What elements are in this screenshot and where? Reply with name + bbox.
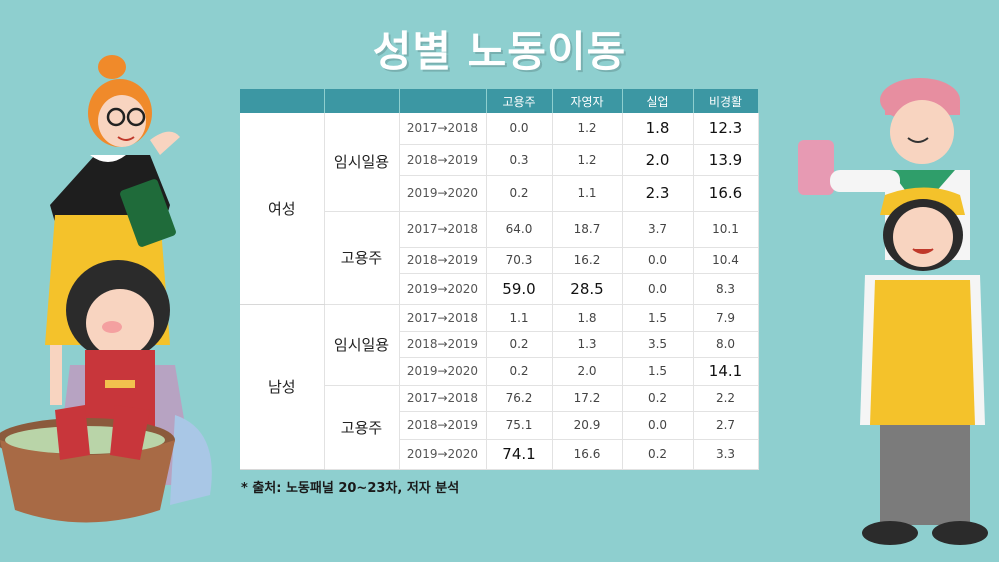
cell-value: 74.1: [486, 439, 553, 470]
table-row: 2018→2019 75.1 20.9 0.0 2.7: [240, 411, 759, 440]
cell-value: 18.7: [552, 211, 623, 248]
header-unemployed: 실업: [622, 89, 694, 113]
cell-value: 13.9: [693, 144, 759, 176]
cell-period: 2017→2018: [399, 211, 487, 248]
cell-value: 64.0: [486, 211, 553, 248]
cell-value: 2.7: [693, 411, 759, 440]
cell-period: 2019→2020: [399, 439, 487, 470]
cell-value: 0.2: [622, 439, 694, 470]
cell-value: 20.9: [552, 411, 623, 440]
cell-period: 2018→2019: [399, 247, 487, 274]
table-row: 2018→2019 70.3 16.2 0.0 10.4: [240, 247, 759, 274]
cell-value: 3.3: [693, 439, 759, 470]
cell-period: 2019→2020: [399, 175, 487, 212]
group-male: 남성: [240, 304, 325, 470]
cell-value: 0.0: [622, 273, 694, 305]
cell-value: 59.0: [486, 273, 553, 305]
header-period: [399, 89, 487, 113]
cell-value: 8.0: [693, 331, 759, 358]
cell-value: 0.2: [622, 385, 694, 412]
cell-value: 17.2: [552, 385, 623, 412]
cell-value: 1.1: [552, 175, 623, 212]
cell-period: 2019→2020: [399, 273, 487, 305]
cell-value: 12.3: [693, 113, 759, 145]
table-row: 고용주 2017→2018 64.0 18.7 3.7 10.1: [240, 211, 759, 305]
header-inactive: 비경활: [693, 89, 759, 113]
table-row: 2018→2019 0.3 1.2 2.0 13.9: [240, 144, 759, 176]
cell-value: 10.4: [693, 247, 759, 274]
cell-value: 1.3: [552, 331, 623, 358]
cell-value: 3.5: [622, 331, 694, 358]
cell-value: 75.1: [486, 411, 553, 440]
cell-period: 2018→2019: [399, 331, 487, 358]
table-row: 2019→2020 59.0 28.5 0.0 8.3: [240, 273, 759, 305]
table-row: 남성 임시일용 2017→2018 1.1 1.8 1.5 7.9: [240, 304, 759, 470]
labor-mobility-table: 고용주 자영자 실업 비경활 여성 임시일용 2017→2018 0.0 1.2…: [240, 89, 759, 470]
cell-period: 2017→2018: [399, 385, 487, 412]
cell-value: 1.2: [552, 144, 623, 176]
cell-value: 28.5: [552, 273, 623, 305]
cell-value: 16.6: [552, 439, 623, 470]
cell-period: 2019→2020: [399, 357, 487, 386]
cell-value: 7.9: [693, 304, 759, 332]
cell-value: 1.8: [622, 113, 694, 145]
cell-value: 0.0: [622, 411, 694, 440]
cell-period: 2018→2019: [399, 411, 487, 440]
group-employer: 고용주: [324, 211, 400, 305]
table-header-row: 고용주 자영자 실업 비경활: [240, 89, 759, 113]
cell-value: 14.1: [693, 357, 759, 386]
cell-value: 0.0: [622, 247, 694, 274]
cell-value: 70.3: [486, 247, 553, 274]
table-row: 2019→2020 0.2 1.1 2.3 16.6: [240, 175, 759, 212]
cell-value: 0.2: [486, 175, 553, 212]
group-female: 여성: [240, 113, 325, 305]
cell-period: 2018→2019: [399, 144, 487, 176]
cell-value: 76.2: [486, 385, 553, 412]
table-row: 2019→2020 0.2 2.0 1.5 14.1: [240, 357, 759, 386]
header-employer: 고용주: [486, 89, 553, 113]
source-note: * 출처: 노동패널 20~23차, 저자 분석: [241, 481, 460, 496]
cell-value: 10.1: [693, 211, 759, 248]
cell-value: 2.0: [552, 357, 623, 386]
group-temp: 임시일용: [324, 304, 400, 386]
header-status: [324, 89, 400, 113]
group-employer: 고용주: [324, 385, 400, 470]
cell-value: 1.5: [622, 304, 694, 332]
cell-value: 16.6: [693, 175, 759, 212]
group-temp: 임시일용: [324, 113, 400, 212]
cell-value: 1.8: [552, 304, 623, 332]
cell-value: 1.2: [552, 113, 623, 145]
cell-value: 0.2: [486, 357, 553, 386]
cell-value: 16.2: [552, 247, 623, 274]
cell-period: 2017→2018: [399, 113, 487, 145]
table-row: 고용주 2017→2018 76.2 17.2 0.2 2.2: [240, 385, 759, 470]
cell-value: 2.0: [622, 144, 694, 176]
woman-in-apron-illustration: [860, 187, 988, 545]
cell-value: 1.1: [486, 304, 553, 332]
cell-value: 8.3: [693, 273, 759, 305]
table-row: 2018→2019 0.2 1.3 3.5 8.0: [240, 331, 759, 358]
header-sex: [240, 89, 325, 113]
cell-value: 0.2: [486, 331, 553, 358]
cell-value: 3.7: [622, 211, 694, 248]
table-row: 여성 임시일용 2017→2018 0.0 1.2 1.8 12.3: [240, 113, 759, 305]
labor-mobility-table-wrap: 고용주 자영자 실업 비경활 여성 임시일용 2017→2018 0.0 1.2…: [240, 89, 759, 470]
cell-period: 2017→2018: [399, 304, 487, 332]
cell-value: 0.0: [486, 113, 553, 145]
cell-value: 0.3: [486, 144, 553, 176]
header-self-employed: 자영자: [552, 89, 623, 113]
cell-value: 1.5: [622, 357, 694, 386]
cell-value: 2.2: [693, 385, 759, 412]
woman-washing-illustration: [0, 260, 212, 523]
page-title: 성별 노동이동: [372, 27, 627, 76]
cell-value: 2.3: [622, 175, 694, 212]
table-row: 2019→2020 74.1 16.6 0.2 3.3: [240, 439, 759, 470]
